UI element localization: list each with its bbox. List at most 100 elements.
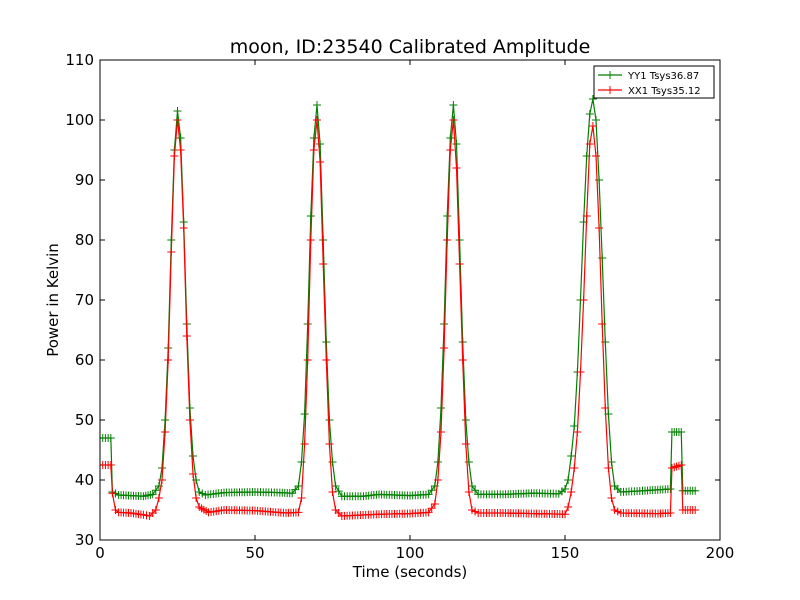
data-point-marker (440, 320, 449, 328)
data-point-marker (595, 224, 604, 232)
data-point-marker (588, 95, 597, 103)
y-tick-label: 70 (75, 291, 94, 309)
data-point-marker (303, 356, 312, 364)
data-point-marker (564, 476, 573, 484)
legend-label: YY1 Tsys36.87 (627, 71, 699, 82)
data-point-marker (601, 404, 610, 412)
data-point-marker (461, 416, 470, 424)
data-point-marker (182, 332, 191, 340)
legend-marker-sample (606, 86, 614, 94)
data-point-marker (106, 434, 115, 442)
data-point-marker (588, 122, 597, 130)
data-point-marker (151, 486, 160, 495)
data-point-marker (464, 458, 473, 466)
data-point-marker (666, 509, 675, 517)
y-tick-label: 50 (75, 411, 94, 429)
data-point-marker (570, 464, 579, 472)
data-point-marker (440, 344, 449, 352)
data-point-marker (313, 101, 321, 109)
data-point-marker (471, 486, 480, 495)
data-point-marker (328, 488, 337, 496)
legend-frame (593, 65, 715, 99)
data-point-marker (309, 134, 318, 142)
data-point-marker (592, 116, 600, 124)
data-point-marker (158, 476, 166, 484)
data-point-marker (561, 485, 569, 493)
x-tick-label: 50 (245, 544, 264, 562)
data-point-marker (173, 107, 182, 115)
x-tick-label: 200 (706, 544, 735, 562)
data-point-marker (424, 508, 433, 517)
y-tick-label: 110 (65, 51, 94, 69)
data-point-marker (468, 482, 476, 490)
data-point-marker (437, 404, 445, 412)
data-point-marker (316, 140, 325, 148)
data-point-marker (677, 461, 686, 469)
data-point-marker (427, 504, 436, 513)
data-point-marker (331, 482, 340, 490)
data-point-marker (452, 140, 461, 148)
data-point-marker (570, 422, 579, 430)
x-tick-label: 150 (551, 544, 580, 562)
data-point-marker (294, 482, 303, 490)
data-point-marker (106, 461, 115, 469)
data-point-marker (443, 212, 452, 220)
data-point-marker (300, 410, 309, 418)
data-point-marker (582, 212, 591, 220)
data-point-marker (319, 236, 328, 244)
data-point-marker (167, 248, 176, 256)
data-point-marker (579, 296, 588, 304)
data-point-marker (443, 236, 452, 244)
data-point-marker (294, 508, 303, 517)
data-point-marker (666, 485, 675, 493)
data-point-marker (449, 101, 458, 109)
data-point-marker (334, 487, 343, 496)
legend-entry: XX1 Tsys35.12 (598, 86, 701, 97)
data-point-marker (437, 428, 445, 436)
series-markers (100, 116, 700, 520)
data-point-marker (452, 164, 461, 172)
data-point-marker (455, 236, 464, 244)
data-point-marker (176, 146, 185, 154)
x-tick-label: 100 (396, 544, 425, 562)
data-point-marker (170, 152, 179, 160)
y-tick-label: 30 (75, 531, 94, 549)
y-tick-label: 60 (75, 351, 94, 369)
data-point-marker (430, 500, 439, 508)
data-point-marker (189, 452, 197, 460)
data-point-marker (458, 356, 467, 364)
data-point-marker (677, 428, 686, 436)
data-point-marker (179, 224, 188, 232)
x-axis-label: Time (seconds) (352, 563, 468, 581)
data-point-marker (313, 116, 321, 124)
data-point-marker (427, 486, 436, 495)
x-tick-label: 0 (95, 544, 105, 562)
data-point-marker (297, 494, 306, 502)
axis-layer: 0 50 100 150 200 30 40 50 60 70 80 90 100 110 (65, 51, 734, 562)
data-point-marker (604, 464, 613, 472)
data-point-marker (567, 488, 576, 496)
data-point-marker (151, 506, 160, 514)
y-axis-label: Power in Kelvin (44, 243, 62, 357)
data-point-marker (464, 488, 473, 496)
series-markers (100, 95, 700, 501)
data-point-marker (691, 486, 700, 495)
data-point-marker (316, 158, 325, 166)
data-point-marker (433, 458, 442, 466)
data-point-marker (449, 116, 458, 124)
series-1 (100, 95, 700, 501)
data-point-marker (192, 494, 201, 502)
data-point-marker (322, 356, 331, 364)
data-point-marker (185, 416, 194, 424)
data-point-marker (154, 494, 163, 502)
data-point-marker (161, 428, 170, 436)
data-point-marker (108, 489, 117, 498)
data-point-marker (592, 152, 600, 160)
data-point-marker (158, 464, 166, 472)
data-point-marker (328, 458, 337, 466)
legend-entry: YY1 Tsys36.87 (598, 71, 699, 82)
legend-marker-sample (606, 71, 614, 79)
data-point-marker (567, 452, 576, 460)
data-point-marker (691, 506, 700, 514)
